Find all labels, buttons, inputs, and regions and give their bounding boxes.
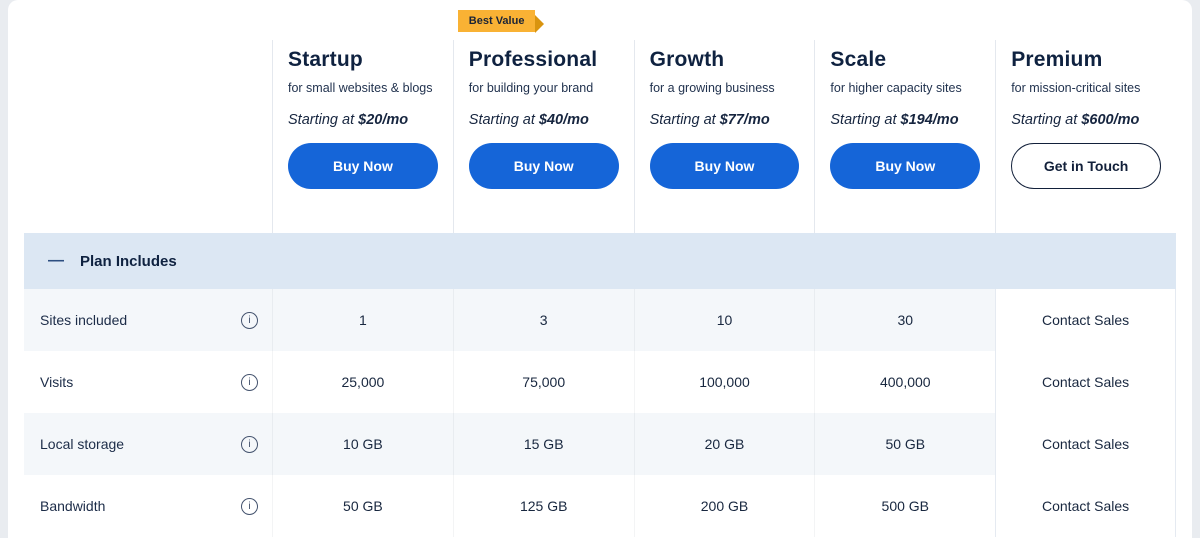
feature-row-visits: Visits i 25,000 75,000 100,000 400,000 C… xyxy=(24,351,1176,413)
buy-now-button-scale[interactable]: Buy Now xyxy=(830,143,981,189)
plan-tagline: for a growing business xyxy=(649,81,775,95)
feature-row-sites-included: Sites included i 1 3 10 30 Contact Sales xyxy=(24,289,1176,351)
best-value-badge: Best Value xyxy=(457,10,545,33)
plan-column-startup: Startup for small websites & blogs Start… xyxy=(272,40,453,233)
price-prefix: Starting at xyxy=(1011,112,1082,128)
feature-cell: Visits i xyxy=(24,351,272,413)
plan-name: Premium xyxy=(1011,48,1103,71)
feature-value: 10 GB xyxy=(272,413,453,475)
price-prefix: Starting at xyxy=(830,112,901,128)
plan-column-premium: Premium for mission-critical sites Start… xyxy=(995,40,1176,233)
plan-price: Starting at $40/mo xyxy=(469,112,619,128)
pricing-card: Startup for small websites & blogs Start… xyxy=(8,0,1192,538)
plans-header: Startup for small websites & blogs Start… xyxy=(24,0,1176,233)
feature-value: 20 GB xyxy=(633,413,815,475)
plan-includes-header: — Plan Includes xyxy=(24,233,1176,289)
plan-price: Starting at $600/mo xyxy=(1011,112,1161,128)
feature-value: 1 xyxy=(272,289,453,351)
feature-value: 3 xyxy=(452,289,634,351)
feature-label: Bandwidth xyxy=(40,498,106,514)
feature-label: Sites included xyxy=(40,312,128,328)
section-title: Plan Includes xyxy=(80,252,177,270)
plan-column-scale: Scale for higher capacity sites Starting… xyxy=(814,40,995,233)
price-amount: $40/mo xyxy=(538,112,589,128)
buy-now-button-startup[interactable]: Buy Now xyxy=(288,143,438,189)
feature-value: 400,000 xyxy=(814,351,995,413)
price-prefix: Starting at xyxy=(288,112,359,128)
get-in-touch-button-premium[interactable]: Get in Touch xyxy=(1011,143,1161,189)
feature-row-bandwidth: Bandwidth i 50 GB 125 GB 200 GB 500 GB C… xyxy=(24,475,1176,537)
feature-value: Contact Sales xyxy=(995,351,1176,413)
buy-now-button-growth[interactable]: Buy Now xyxy=(649,143,800,189)
plan-column-professional: Best Value Professional for building you… xyxy=(452,10,634,233)
feature-value: Contact Sales xyxy=(995,475,1176,537)
feature-cell: Local storage i xyxy=(24,413,272,475)
plan-price: Starting at $20/mo xyxy=(288,112,438,128)
feature-value: 125 GB xyxy=(452,475,634,537)
feature-value: 50 GB xyxy=(272,475,453,537)
feature-label: Local storage xyxy=(40,436,125,452)
feature-value: 30 xyxy=(814,289,995,351)
plan-name: Startup xyxy=(288,48,363,71)
collapse-minus-icon[interactable]: — xyxy=(48,252,64,269)
feature-label: Visits xyxy=(40,374,74,390)
info-icon[interactable]: i xyxy=(241,497,258,515)
price-amount: $600/mo xyxy=(1081,112,1140,128)
feature-value: 15 GB xyxy=(452,413,634,475)
feature-cell: Bandwidth i xyxy=(24,475,272,537)
info-icon[interactable]: i xyxy=(241,435,258,453)
feature-value: 50 GB xyxy=(814,413,995,475)
feature-row-local-storage: Local storage i 10 GB 15 GB 20 GB 50 GB … xyxy=(24,413,1176,475)
feature-value: 500 GB xyxy=(814,475,995,537)
plan-name: Growth xyxy=(649,48,725,71)
buy-now-button-professional[interactable]: Buy Now xyxy=(468,143,619,189)
feature-value: 25,000 xyxy=(272,351,453,413)
feature-value: 200 GB xyxy=(633,475,815,537)
feature-value: 100,000 xyxy=(633,351,815,413)
feature-value: 10 xyxy=(633,289,815,351)
plan-tagline: for building your brand xyxy=(468,81,594,95)
plan-tagline: for higher capacity sites xyxy=(830,81,962,95)
feature-value: 75,000 xyxy=(452,351,634,413)
feature-cell: Sites included i xyxy=(24,289,272,351)
plan-name: Professional xyxy=(468,48,598,71)
price-prefix: Starting at xyxy=(468,112,539,128)
plan-price: Starting at $194/mo xyxy=(830,112,980,128)
info-icon[interactable]: i xyxy=(241,311,258,329)
info-icon[interactable]: i xyxy=(241,373,258,391)
plan-tagline: for mission-critical sites xyxy=(1011,81,1141,95)
plan-price: Starting at $77/mo xyxy=(650,112,800,128)
price-amount: $77/mo xyxy=(719,112,770,128)
plan-column-growth: Growth for a growing business Starting a… xyxy=(633,40,815,233)
price-amount: $194/mo xyxy=(900,112,959,128)
plan-name: Scale xyxy=(830,48,887,71)
price-prefix: Starting at xyxy=(649,112,720,128)
plan-tagline: for small websites & blogs xyxy=(288,81,433,95)
label-column-spacer xyxy=(24,0,272,233)
feature-value: Contact Sales xyxy=(995,289,1176,351)
price-amount: $20/mo xyxy=(358,112,409,128)
feature-value: Contact Sales xyxy=(995,413,1176,475)
